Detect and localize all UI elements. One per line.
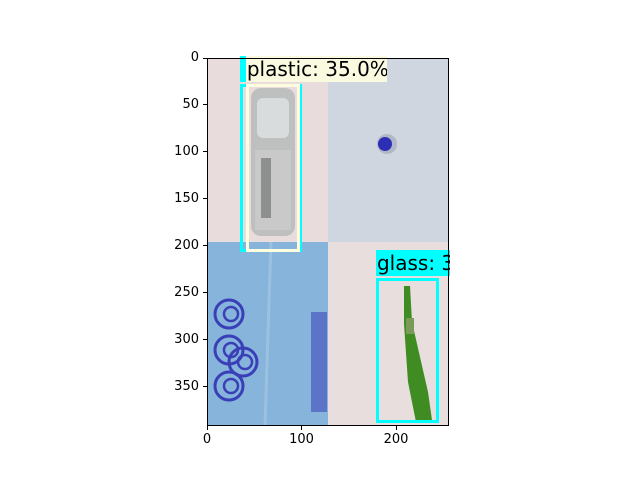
y-tick-label: 150	[174, 190, 199, 206]
y-tick	[203, 339, 207, 341]
x-tick-label: 200	[383, 432, 409, 447]
image-area	[207, 58, 449, 426]
y-tick-label: 50	[182, 96, 199, 112]
y-tick	[203, 57, 207, 59]
x-tick-label: 100	[289, 432, 314, 447]
panel-illustration	[207, 58, 328, 242]
y-tick	[203, 104, 207, 106]
y-tick-label: 100	[174, 143, 199, 159]
x-tick	[395, 426, 397, 430]
x-tick	[301, 426, 303, 430]
detection-box-glass	[375, 277, 439, 424]
y-tick	[203, 386, 207, 388]
panel-illustration	[328, 58, 449, 242]
y-tick	[203, 245, 207, 247]
y-tick	[203, 151, 207, 153]
detection-box-inner-plastic	[245, 84, 300, 253]
panel-illustration	[207, 242, 328, 426]
detection-label-glass: glass: 3	[375, 249, 450, 276]
x-tick	[206, 426, 208, 430]
y-tick	[203, 198, 207, 200]
image-panel-bottom-left	[207, 242, 328, 426]
image-panel-top-right	[328, 58, 449, 242]
y-tick-label: 300	[174, 331, 199, 347]
y-tick-label: 250	[174, 284, 199, 300]
y-tick-label: 350	[174, 378, 199, 394]
y-tick-label: 200	[174, 237, 199, 253]
x-tick-label: 0	[202, 432, 212, 447]
image-panel-top-left	[207, 58, 328, 242]
y-tick-label: 0	[190, 50, 199, 65]
y-tick	[203, 292, 207, 294]
detection-label-plastic: plastic: 35.0%	[245, 56, 387, 83]
